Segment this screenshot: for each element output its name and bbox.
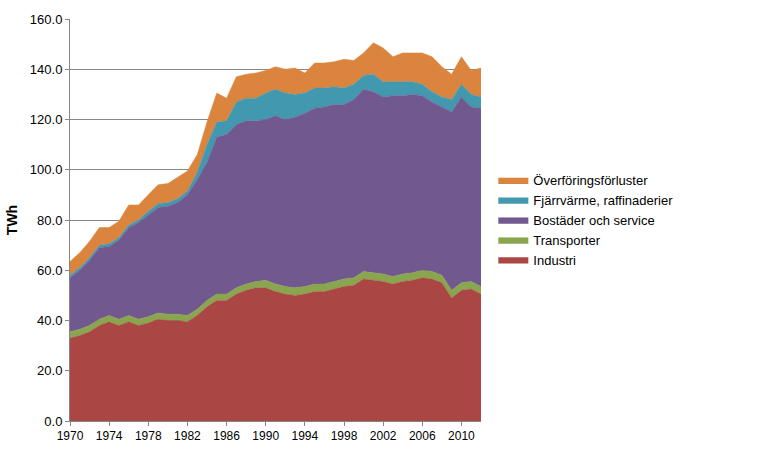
svg-text:100.0: 100.0 <box>30 162 63 177</box>
svg-text:20.0: 20.0 <box>37 363 62 378</box>
svg-text:40.0: 40.0 <box>37 313 62 328</box>
svg-text:1986: 1986 <box>213 429 240 443</box>
svg-text:0.0: 0.0 <box>44 414 62 429</box>
svg-text:Överföringsförluster: Överföringsförluster <box>533 173 648 188</box>
svg-text:1998: 1998 <box>331 429 358 443</box>
svg-text:1974: 1974 <box>96 429 123 443</box>
svg-text:1970: 1970 <box>57 429 84 443</box>
svg-text:2006: 2006 <box>409 429 436 443</box>
svg-text:160.0: 160.0 <box>30 12 63 27</box>
svg-text:60.0: 60.0 <box>37 263 62 278</box>
svg-text:2010: 2010 <box>448 429 475 443</box>
svg-text:80.0: 80.0 <box>37 213 62 228</box>
svg-text:Industri: Industri <box>533 253 576 268</box>
svg-text:1978: 1978 <box>135 429 162 443</box>
svg-text:2002: 2002 <box>370 429 397 443</box>
svg-text:TWh: TWh <box>4 205 20 235</box>
svg-text:1990: 1990 <box>252 429 279 443</box>
svg-text:1994: 1994 <box>292 429 319 443</box>
svg-text:140.0: 140.0 <box>30 62 63 77</box>
svg-text:Fjärrvärme, raffinaderier: Fjärrvärme, raffinaderier <box>533 193 673 208</box>
svg-text:Bostäder och service: Bostäder och service <box>533 213 654 228</box>
svg-text:120.0: 120.0 <box>30 112 63 127</box>
svg-text:Transporter: Transporter <box>533 233 600 248</box>
svg-text:1982: 1982 <box>174 429 201 443</box>
